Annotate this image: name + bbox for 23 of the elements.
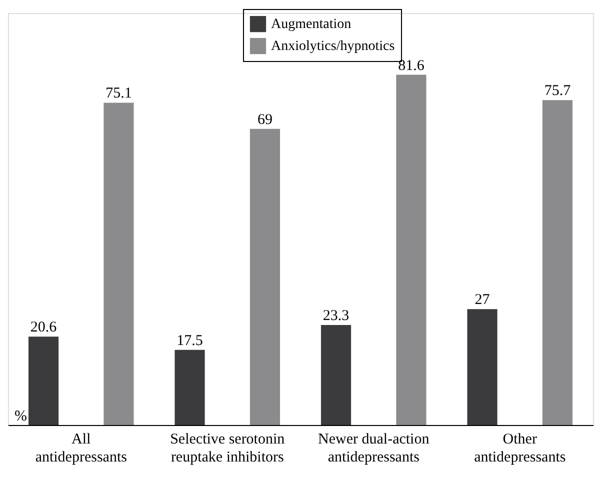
x-tick-label: Other antidepressants [474,432,566,466]
bar [250,128,280,425]
bar [28,336,59,425]
data-label: 69 [257,112,272,128]
data-label: 20.6 [30,320,58,336]
bar [174,350,205,425]
data-label: 17.5 [176,332,203,349]
legend-label: Augmentation [271,17,352,32]
bar [320,325,352,425]
bar [396,74,426,425]
data-label: 75.1 [106,86,132,102]
x-tick-label: Newer dual-action antidepressants [318,432,430,466]
legend-label: Anxiolytics/hypnotics [271,39,395,54]
bar [104,102,134,425]
bar [542,100,573,425]
data-label: 23.3 [322,308,350,324]
data-label: 81.6 [398,58,425,74]
x-tick-label: All antidepressants [35,432,128,466]
y-axis-title: % [14,408,27,424]
data-label: 75.7 [544,83,572,100]
x-tick-label: Selective serotonin reuptake inhibitors [170,432,286,466]
data-label: 27 [474,292,490,308]
bar [467,309,498,425]
